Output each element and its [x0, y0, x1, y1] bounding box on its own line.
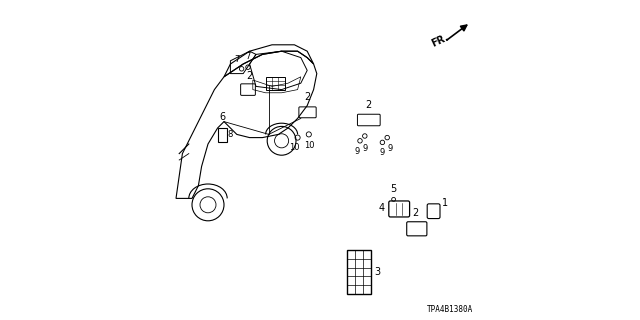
Text: 4: 4: [378, 203, 385, 213]
Text: 2: 2: [305, 92, 310, 102]
Text: 9: 9: [387, 144, 392, 153]
Text: 2: 2: [246, 71, 253, 81]
Text: 10: 10: [289, 143, 300, 152]
Text: TPA4B1380A: TPA4B1380A: [428, 305, 474, 314]
Text: 7: 7: [245, 52, 251, 61]
Text: 3: 3: [374, 267, 381, 277]
Bar: [218, 128, 227, 142]
Text: 2: 2: [365, 100, 372, 110]
Text: 10: 10: [305, 141, 315, 150]
Text: 9: 9: [354, 147, 360, 156]
Text: 9: 9: [380, 148, 385, 157]
Text: 6: 6: [220, 112, 225, 122]
Text: 5: 5: [390, 184, 397, 194]
Text: FR.: FR.: [429, 32, 451, 48]
Text: 2: 2: [412, 208, 418, 218]
Bar: [347, 250, 371, 294]
Text: 8: 8: [228, 130, 233, 139]
Bar: [266, 77, 285, 90]
Text: 9: 9: [362, 144, 367, 153]
Text: 7: 7: [234, 55, 239, 64]
Text: 1: 1: [442, 198, 448, 208]
